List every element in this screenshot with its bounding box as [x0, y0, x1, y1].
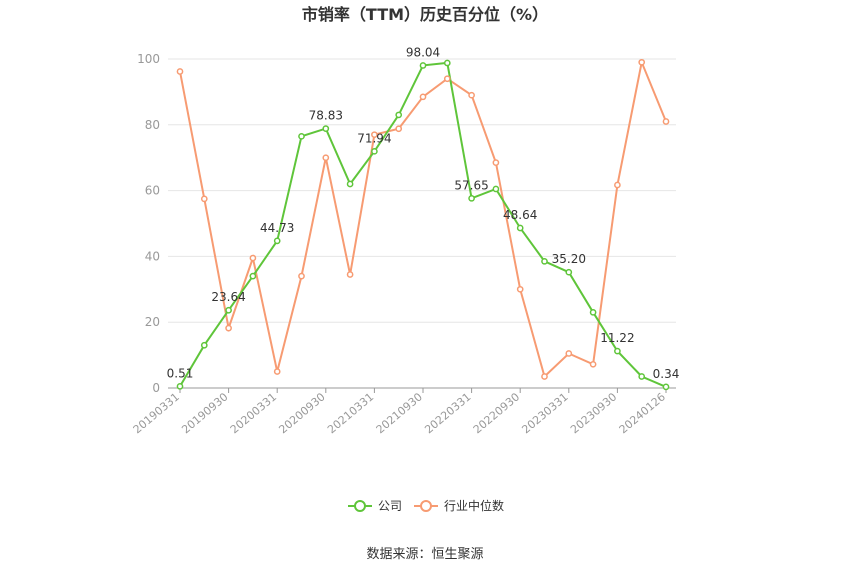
data-point — [468, 194, 475, 202]
data-label: 78.83 — [309, 109, 343, 123]
data-point — [614, 181, 621, 189]
series-points — [176, 58, 670, 391]
data-point — [249, 254, 257, 262]
data-point — [589, 308, 597, 316]
data-point — [273, 368, 281, 375]
data-point — [200, 195, 208, 203]
x-tick-label: 20190331 — [131, 390, 182, 436]
x-tick-label: 20200331 — [228, 390, 279, 436]
y-tick-label: 60 — [145, 184, 160, 198]
legend-marker — [354, 500, 366, 512]
data-point — [443, 59, 451, 67]
y-tick-label: 100 — [137, 52, 160, 66]
data-point — [176, 382, 184, 390]
data-point — [492, 159, 500, 166]
data-point — [395, 125, 403, 133]
data-point — [638, 373, 646, 380]
data-point — [516, 285, 524, 293]
data-label: 23.64 — [211, 290, 245, 304]
x-tick-label: 20210331 — [325, 390, 376, 436]
chart-title: 市销率（TTM）历史百分位（%） — [302, 5, 548, 24]
data-point — [541, 257, 548, 265]
data-point — [225, 324, 232, 332]
data-point — [298, 272, 305, 280]
data-label: 35.20 — [552, 252, 586, 266]
data-point — [346, 180, 354, 188]
x-tick-label: 20200930 — [276, 390, 327, 436]
data-point — [516, 224, 524, 232]
data-point — [565, 350, 573, 357]
data-point — [419, 62, 427, 69]
legend-marker — [420, 500, 432, 512]
data-label: 57.65 — [454, 178, 488, 192]
data-point — [589, 360, 597, 368]
legend[interactable]: 公司 行业中位数 — [348, 498, 504, 513]
series-lines — [179, 58, 667, 388]
y-tick-label: 0 — [152, 381, 160, 395]
data-point — [395, 111, 403, 119]
data-labels: 0.51 23.64 44.73 78.83 71.94 98.04 57.65 48.64 3… — [167, 45, 680, 380]
data-point — [443, 75, 451, 83]
y-tick-label: 40 — [145, 249, 160, 263]
data-label: 11.22 — [600, 331, 634, 345]
data-point — [273, 237, 281, 245]
legend-label: 行业中位数 — [444, 498, 504, 513]
data-point — [371, 147, 378, 155]
x-tick-label: 20190930 — [179, 390, 230, 436]
data-label: 71.94 — [357, 131, 391, 145]
data-point — [346, 271, 354, 278]
data-point — [298, 132, 305, 140]
x-tick-label: 20230331 — [519, 390, 570, 436]
data-label: 44.73 — [260, 221, 294, 235]
legend-label: 公司 — [378, 499, 402, 513]
data-point — [322, 154, 330, 162]
y-axis: 0 20 40 60 80 100 — [137, 52, 160, 395]
x-tick-label: 20220930 — [471, 390, 522, 436]
data-point — [492, 185, 500, 193]
legend-item[interactable]: 公司 — [348, 499, 402, 513]
data-point — [614, 347, 621, 355]
data-point — [249, 272, 257, 280]
data-point — [419, 93, 427, 101]
data-label: 98.04 — [406, 45, 440, 59]
data-point — [322, 125, 330, 132]
data-point — [200, 341, 208, 349]
data-point — [565, 268, 573, 276]
x-tick-label: 20240126 — [617, 390, 668, 436]
y-tick-label: 80 — [145, 118, 160, 132]
source-note: 数据来源：恒生聚源 — [366, 547, 483, 562]
data-point — [662, 118, 670, 125]
data-point — [541, 373, 548, 380]
data-label: 0.51 — [167, 366, 194, 380]
data-point — [662, 383, 670, 391]
data-label: 48.64 — [503, 208, 537, 222]
data-label: 0.34 — [653, 367, 680, 381]
y-tick-label: 20 — [145, 315, 160, 329]
data-point — [468, 91, 475, 99]
x-tick-label: 20220331 — [422, 390, 473, 436]
legend-item[interactable]: 行业中位数 — [414, 498, 504, 513]
x-tick-label: 20230930 — [568, 390, 619, 436]
data-point — [225, 306, 232, 314]
data-point — [638, 58, 646, 66]
data-point — [176, 68, 184, 75]
data-point — [371, 131, 378, 139]
series-line-1 — [179, 58, 667, 379]
series-line-0 — [179, 61, 667, 388]
x-tick-label: 20210930 — [374, 390, 425, 436]
x-axis: 2019033120190930202003312020093020210331… — [131, 387, 676, 436]
